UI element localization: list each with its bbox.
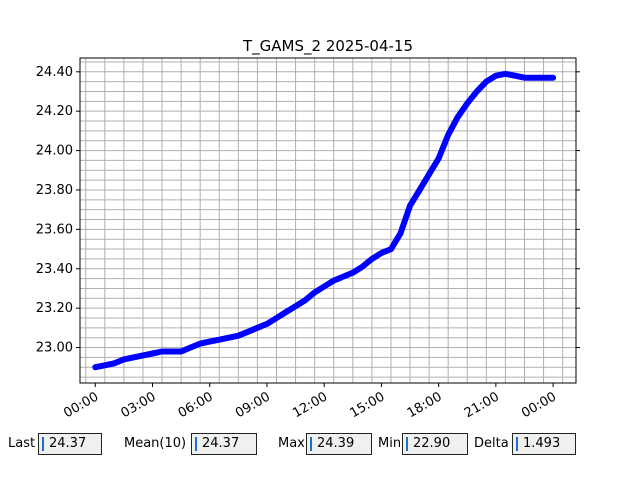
plot-frame <box>79 57 577 384</box>
x-tick-label: 12:00 <box>290 389 330 421</box>
y-tick-label: 23.00 <box>36 341 73 356</box>
stat-value-max: 24.39 <box>306 433 372 455</box>
x-tick-label: 00:00 <box>61 389 101 421</box>
series-line <box>92 70 557 371</box>
y-tick-label: 23.80 <box>36 183 73 198</box>
stat-label-mean: Mean(10) <box>124 436 187 451</box>
x-tick-label: 21:00 <box>462 389 502 421</box>
x-tick-label: 00:00 <box>519 389 559 421</box>
chart-title: T_GAMS_2 2025-04-15 <box>242 37 413 56</box>
y-tick-label: 24.20 <box>36 104 73 119</box>
stat-value-min: 22.90 <box>402 433 468 455</box>
y-tick-label: 23.20 <box>36 301 73 316</box>
stat-label-delta: Delta <box>474 436 509 451</box>
x-tick-label: 09:00 <box>233 389 273 421</box>
y-tick-label: 24.40 <box>36 65 73 80</box>
grid <box>80 58 576 383</box>
stat-value-delta: 1.493 <box>512 433 576 455</box>
y-tick-label: 23.60 <box>36 222 73 237</box>
x-tick-label: 03:00 <box>119 389 159 421</box>
stat-label-last: Last <box>8 436 36 451</box>
y-tick-label: 23.40 <box>36 262 73 277</box>
stat-value-last: 24.37 <box>38 433 102 455</box>
y-tick-label: 24.00 <box>36 144 73 159</box>
stat-value-mean: 24.37 <box>191 433 257 455</box>
x-tick-label: 06:00 <box>176 389 216 421</box>
x-tick-label: 18:00 <box>405 389 445 421</box>
x-tick-label: 15:00 <box>347 389 387 421</box>
stat-label-max: Max <box>278 436 305 451</box>
series-layer <box>92 70 557 371</box>
stat-label-min: Min <box>378 436 402 451</box>
